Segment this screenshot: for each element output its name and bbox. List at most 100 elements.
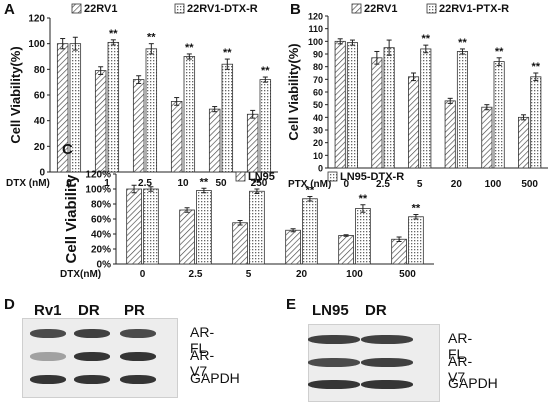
- panel-letter: C: [62, 141, 73, 158]
- bar-dots-1-5: [530, 76, 542, 169]
- y-tick-label: 20: [313, 138, 323, 148]
- x-tick-label: 500: [399, 269, 416, 280]
- protein-band: [361, 358, 413, 367]
- x-tick-label: 0: [66, 178, 72, 189]
- x-tick-label: 20: [451, 179, 463, 190]
- x-axis-title: DTX(nM): [60, 269, 101, 280]
- y-axis-title: Cell Viability(%): [8, 46, 23, 143]
- protein-band: [74, 352, 110, 361]
- x-tick-label: 10: [177, 178, 189, 189]
- y-tick-label: 40%: [91, 230, 111, 241]
- protein-band: [308, 358, 360, 367]
- x-tick-label: 50: [215, 178, 227, 189]
- y-tick-label: 30: [313, 126, 323, 136]
- y-tick-label: 20: [34, 142, 46, 153]
- bar-dots-2-5: [408, 216, 424, 265]
- significance-mark: **: [109, 28, 118, 40]
- bar-dots-0-5: [259, 79, 272, 173]
- panel-letter: D: [4, 296, 15, 313]
- legend-swatch: [351, 3, 362, 14]
- y-tick-label: 100: [308, 37, 323, 47]
- bar-dots-1-4: [493, 61, 505, 169]
- protein-band: [308, 380, 360, 389]
- y-tick-label: 60: [34, 91, 46, 102]
- bar-dots-0-4: [221, 63, 234, 173]
- significance-mark: **: [359, 193, 368, 205]
- significance-mark: **: [306, 185, 315, 197]
- bar-hatch-0-4: [208, 108, 221, 173]
- bar-dots-2-1: [196, 190, 212, 265]
- y-tick-label: 110: [308, 24, 323, 34]
- y-axis-title: Cell Viability: [63, 174, 80, 264]
- protein-band: [361, 335, 413, 344]
- y-tick-label: 50: [313, 100, 323, 110]
- lane-label: Rv1: [34, 302, 62, 319]
- x-axis-title: DTX (nM): [6, 178, 50, 189]
- bar-hatch-2-2: [232, 222, 248, 265]
- bar-dots-0-2: [145, 48, 158, 173]
- y-tick-label: 20%: [91, 245, 111, 256]
- band-label: AR-FL: [448, 330, 473, 362]
- bar-hatch-1-5: [518, 116, 530, 169]
- bar-hatch-0-1: [94, 70, 107, 173]
- legend-swatch: [71, 3, 82, 14]
- bar-dots-2-2: [249, 190, 265, 265]
- bar-hatch-1-4: [481, 106, 493, 169]
- significance-mark: **: [253, 177, 262, 189]
- y-tick-label: 10: [313, 151, 323, 161]
- bar-dots-0-1: [107, 41, 120, 173]
- bar-hatch-1-0: [334, 40, 346, 169]
- significance-mark: **: [495, 46, 504, 58]
- bar-hatch-1-1: [371, 57, 383, 169]
- x-tick-label: 5: [417, 179, 423, 190]
- protein-band: [120, 375, 156, 384]
- bar-hatch-2-3: [285, 229, 301, 265]
- x-tick-label: 5: [246, 269, 252, 280]
- y-tick-label: 120%: [85, 170, 111, 181]
- x-tick-label: 250: [251, 178, 268, 189]
- protein-band: [74, 375, 110, 384]
- y-tick-label: 0%: [97, 260, 112, 271]
- significance-mark: **: [147, 32, 156, 44]
- protein-band: [120, 329, 156, 338]
- legend-label: 22RV1: [364, 3, 397, 15]
- significance-mark: **: [412, 203, 421, 215]
- bar-dots-1-2: [420, 48, 432, 169]
- protein-band: [361, 380, 413, 389]
- protein-band: [30, 375, 66, 384]
- bar-hatch-0-3: [170, 101, 183, 173]
- legend-label: 22RV1-PTX-R: [439, 3, 509, 15]
- protein-band: [120, 352, 156, 361]
- y-axis-title: Cell Viability(%): [286, 43, 301, 140]
- protein-band: [30, 329, 66, 338]
- x-tick-label: 100: [346, 269, 363, 280]
- legend-label: 22RV1: [84, 3, 117, 15]
- x-tick-label: 500: [521, 179, 538, 190]
- legend-swatch: [235, 171, 246, 182]
- x-axis-title: PTX (nM): [288, 179, 331, 190]
- chart-panel-c: C 0% 20% 40% 60% 80% 100% 120% Cell Viability DTX…: [60, 141, 434, 280]
- y-tick-label: 90: [313, 50, 323, 60]
- bar-dots-1-0: [346, 42, 359, 169]
- significance-mark: **: [422, 33, 431, 45]
- lane-label: DR: [78, 302, 100, 319]
- significance-mark: **: [532, 61, 541, 73]
- bar-dots-1-1: [383, 47, 395, 169]
- band-label: AR-V7: [190, 347, 215, 379]
- bar-hatch-2-5: [391, 238, 407, 265]
- significance-mark: **: [223, 47, 232, 59]
- significance-mark: **: [200, 176, 209, 188]
- y-tick-label: 100: [28, 39, 45, 50]
- significance-mark: **: [261, 65, 270, 77]
- y-tick-label: 0: [39, 168, 45, 179]
- y-tick-label: 70: [313, 75, 323, 85]
- bar-hatch-2-1: [179, 209, 195, 265]
- bar-hatch-0-2: [132, 79, 145, 173]
- y-tick-label: 40: [313, 113, 323, 123]
- protein-band: [74, 329, 110, 338]
- bar-dots-2-4: [355, 208, 371, 265]
- y-tick-label: 40: [34, 116, 46, 127]
